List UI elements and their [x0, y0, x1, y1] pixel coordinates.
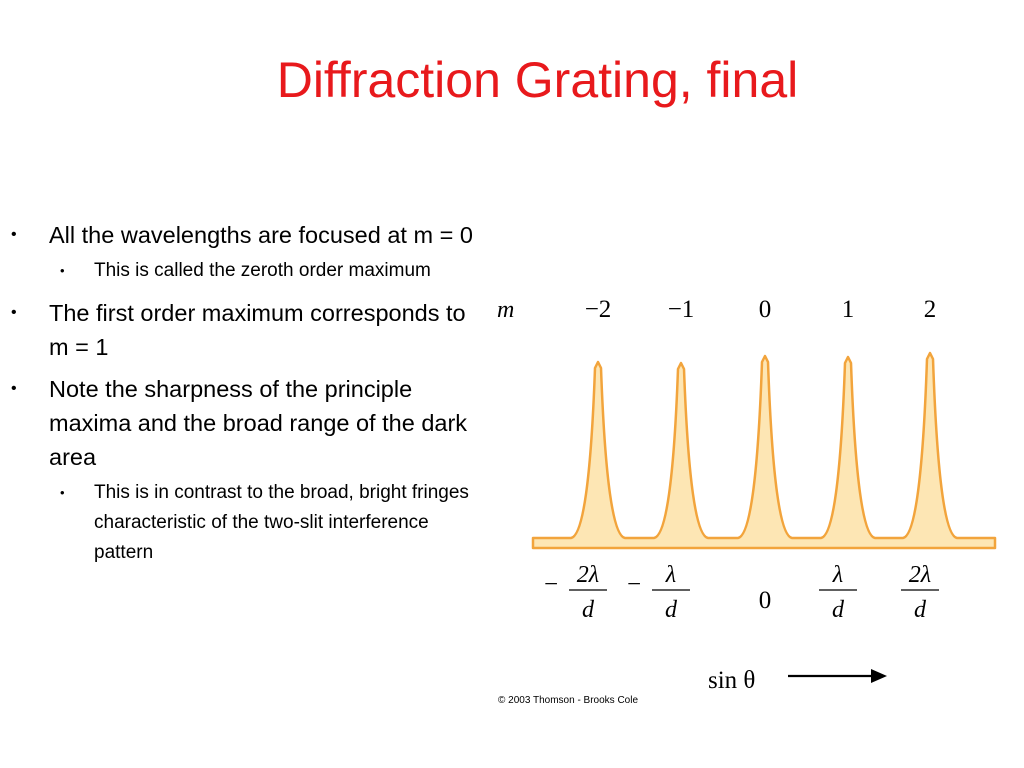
bullet-sharpness: • Note the sharpness of the principle ma…: [0, 372, 480, 474]
position-denominator: d: [914, 597, 927, 623]
sub-bullet-text: This is called the zeroth order maximum: [94, 260, 431, 281]
sin-theta-label: sin θ: [708, 667, 755, 694]
position-denominator: d: [832, 597, 845, 623]
position-denominator: d: [665, 597, 678, 623]
bullet-dot-icon: •: [11, 304, 17, 321]
order-label: −1: [668, 296, 695, 323]
position-numerator: 2λ: [909, 562, 931, 588]
position-denominator: d: [582, 597, 595, 623]
bullet-dot-icon: •: [11, 380, 17, 397]
position-numerator: λ: [665, 562, 676, 588]
sub-bullet-dot-icon: •: [60, 485, 65, 500]
axis-arrow-icon: [788, 669, 887, 683]
intensity-curve: [531, 351, 997, 550]
sub-bullet-dot-icon: •: [60, 263, 65, 278]
order-axis-label: m: [497, 297, 514, 323]
position-sign: −: [627, 571, 641, 598]
sub-bullet-text: This is in contrast to the broad, bright…: [94, 482, 469, 563]
bullet-list: • All the wavelengths are focused at m =…: [0, 218, 480, 578]
bullet-zeroth-order: • All the wavelengths are focused at m =…: [0, 218, 480, 252]
bullet-first-order: • The first order maximum corresponds to…: [0, 296, 480, 364]
diffraction-pattern-figure: m −2 −1 0 1 2 −2λ d − λ d 0 λ d 2λ d sin θ © 2003 Tho…: [485, 280, 1015, 710]
position-numerator: 2λ: [577, 562, 599, 588]
position-numerator: λ: [832, 562, 843, 588]
order-label: 1: [842, 296, 855, 323]
position-label: 0: [759, 587, 772, 614]
order-label: 2: [924, 296, 937, 323]
order-labels: −2 −1 0 1 2: [585, 296, 937, 323]
order-label: −2: [585, 296, 612, 323]
bullet-text: The first order maximum corresponds to m…: [49, 300, 466, 360]
sub-bullet-zeroth-order: • This is called the zeroth order maximu…: [0, 256, 480, 286]
copyright-text: © 2003 Thomson - Brooks Cole: [498, 695, 638, 706]
slide-title: Diffraction Grating, final: [276, 52, 799, 108]
bullet-text: Note the sharpness of the principle maxi…: [49, 376, 468, 470]
position-sign: −: [544, 571, 558, 598]
bullet-dot-icon: •: [11, 226, 17, 243]
sub-bullet-contrast: • This is in contrast to the broad, brig…: [0, 478, 480, 568]
bullet-text: All the wavelengths are focused at m = 0: [49, 222, 473, 248]
order-label: 0: [759, 296, 772, 323]
